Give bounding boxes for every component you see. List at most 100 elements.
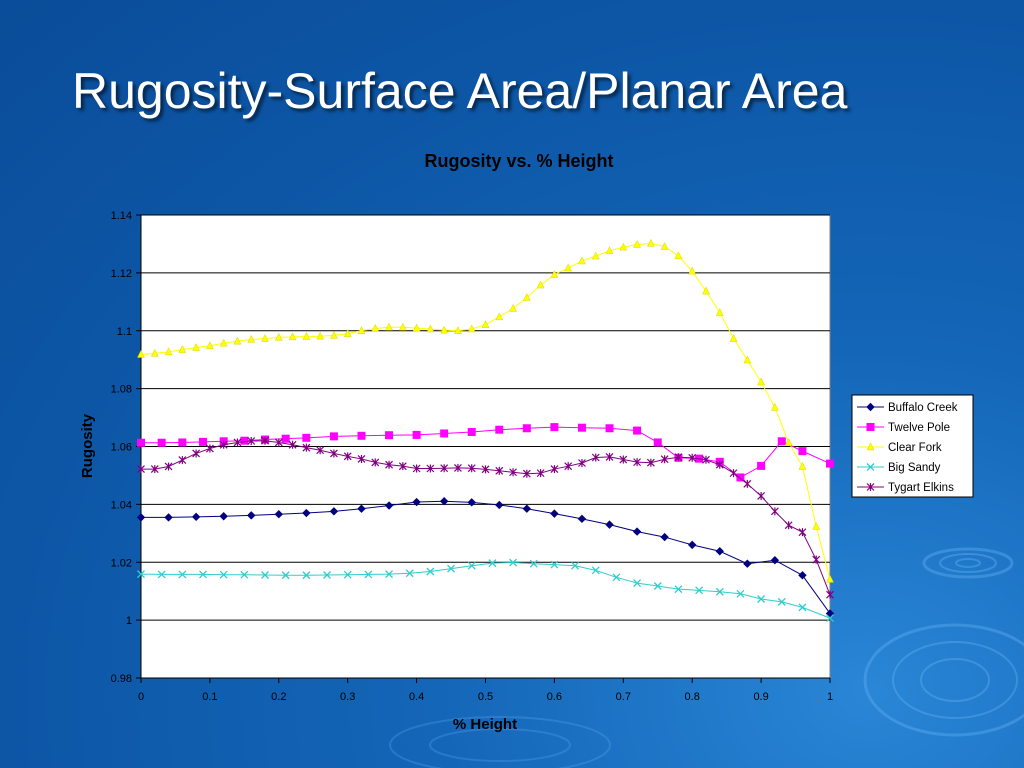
data-point — [343, 570, 352, 579]
data-point — [439, 496, 449, 506]
data-point — [578, 458, 586, 467]
data-point — [302, 443, 311, 452]
y-tick-label: 1 — [126, 615, 132, 627]
data-point — [364, 570, 373, 579]
data-point — [371, 323, 380, 332]
data-point — [550, 270, 559, 278]
data-point — [633, 426, 642, 435]
data-point — [674, 251, 683, 260]
data-point — [660, 455, 669, 464]
data-point — [646, 458, 655, 467]
data-point — [136, 513, 146, 522]
data-point — [633, 239, 641, 248]
data-point — [343, 329, 352, 337]
legend-marker — [866, 483, 875, 491]
data-point — [702, 455, 710, 464]
data-point — [612, 573, 621, 582]
data-point — [777, 597, 786, 606]
data-point — [770, 556, 780, 565]
series-big-sandy — [137, 558, 834, 623]
data-point — [316, 331, 325, 340]
data-point — [757, 595, 766, 603]
series-layer — [136, 238, 835, 623]
data-point — [702, 286, 710, 295]
x-tick-label: 0.1 — [202, 691, 217, 703]
data-point — [632, 527, 642, 536]
series-line — [141, 500, 831, 614]
data-point — [412, 464, 421, 473]
data-point — [274, 438, 283, 447]
legend-entry: Big Sandy — [888, 462, 941, 474]
data-point — [481, 465, 490, 474]
data-point — [178, 438, 187, 447]
data-point — [757, 377, 766, 386]
data-point — [481, 320, 490, 328]
data-point — [398, 322, 407, 331]
data-point — [412, 497, 421, 507]
x-tick-label: 0 — [138, 691, 144, 703]
data-point — [371, 458, 380, 467]
legend-entry: Tygart Elkins — [888, 482, 954, 494]
data-point — [784, 437, 793, 446]
data-point — [240, 570, 249, 579]
y-tick-label: 1.04 — [111, 499, 132, 511]
data-point — [192, 449, 201, 458]
data-point — [329, 432, 338, 441]
x-tick-label: 0.4 — [409, 691, 424, 703]
data-point — [247, 437, 256, 446]
x-tick-label: 0.7 — [616, 691, 631, 703]
data-point — [178, 570, 187, 579]
data-point — [302, 571, 311, 580]
data-point — [715, 587, 724, 596]
series-buffalo-creek — [136, 496, 835, 618]
x-tick-label: 0.8 — [685, 691, 700, 703]
data-point — [467, 498, 476, 507]
data-point — [812, 555, 821, 564]
data-point — [385, 431, 394, 440]
data-point — [219, 570, 228, 579]
data-point — [274, 510, 284, 519]
data-point — [164, 347, 173, 356]
data-point — [150, 465, 159, 474]
data-point — [247, 334, 256, 343]
data-point — [240, 436, 249, 445]
data-point — [736, 589, 745, 598]
y-tick-label: 1.12 — [111, 268, 132, 280]
data-point — [343, 452, 352, 461]
data-point — [178, 456, 187, 465]
data-point — [164, 462, 173, 471]
data-point — [426, 324, 435, 333]
data-point — [150, 348, 159, 357]
data-point — [509, 468, 517, 477]
data-point — [178, 345, 187, 353]
data-point — [770, 402, 779, 411]
data-point — [199, 437, 208, 446]
data-point — [205, 444, 214, 453]
data-point — [247, 511, 256, 520]
legend: Buffalo Creek Twelve Pole Clear Fork Big Sa… — [851, 394, 974, 498]
y-tick-label: 1.1 — [117, 326, 132, 338]
data-point — [605, 424, 614, 433]
x-tick-label: 0.5 — [478, 691, 493, 703]
data-point — [219, 440, 228, 449]
data-point — [826, 590, 834, 599]
data-point — [522, 504, 532, 513]
data-point — [385, 460, 393, 469]
series-line — [140, 562, 831, 619]
data-point — [495, 425, 504, 434]
data-point — [440, 429, 449, 438]
data-point — [591, 453, 600, 462]
data-point — [495, 500, 504, 510]
legend-marker — [866, 423, 875, 431]
data-point — [715, 460, 724, 469]
data-point — [233, 336, 242, 345]
data-point — [571, 561, 580, 570]
data-point — [467, 561, 476, 570]
data-point — [653, 582, 662, 590]
x-tick-label: 0.9 — [753, 691, 768, 703]
data-point — [633, 458, 642, 467]
data-point — [826, 574, 834, 583]
data-point — [826, 614, 834, 623]
data-point — [825, 609, 835, 618]
